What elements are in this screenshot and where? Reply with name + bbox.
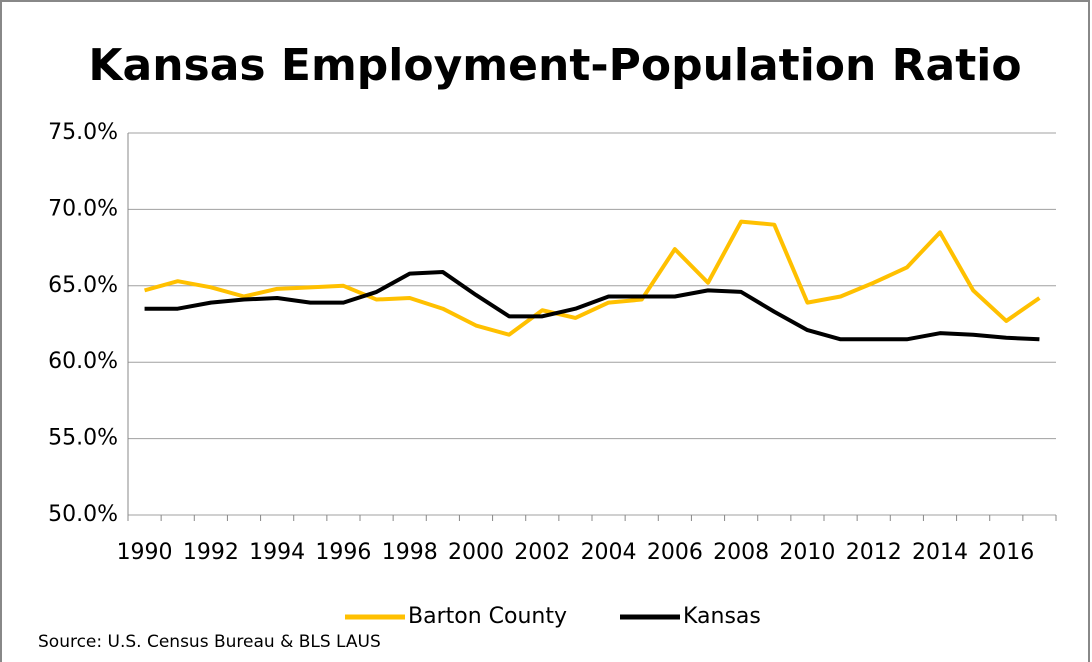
x-tick-label: 1996 <box>315 540 371 565</box>
x-tick-label: 2008 <box>713 540 769 565</box>
x-tick-label: 2000 <box>448 540 504 565</box>
x-tick-label: 1990 <box>117 540 173 565</box>
y-tick-label: 75.0% <box>48 120 118 145</box>
x-tick-label: 1992 <box>183 540 239 565</box>
y-tick-label: 55.0% <box>48 426 118 451</box>
x-tick-label: 1994 <box>249 540 305 565</box>
legend-label: Barton County <box>408 604 567 629</box>
x-tick-label: 2012 <box>846 540 902 565</box>
x-tick-label: 2014 <box>912 540 968 565</box>
x-tick-label: 1998 <box>382 540 438 565</box>
x-tick-label: 2004 <box>581 540 637 565</box>
y-tick-label: 70.0% <box>48 196 118 221</box>
y-tick-label: 50.0% <box>48 502 118 527</box>
y-tick-label: 65.0% <box>48 273 118 298</box>
x-tick-label: 2002 <box>514 540 570 565</box>
x-tick-label: 2006 <box>647 540 703 565</box>
legend-label: Kansas <box>683 604 761 629</box>
series-line <box>144 270 1040 342</box>
x-tick-label: 2016 <box>978 540 1034 565</box>
x-tick-label: 2010 <box>779 540 835 565</box>
y-tick-label: 60.0% <box>48 349 118 374</box>
source-note: Source: U.S. Census Bureau & BLS LAUS <box>38 632 381 652</box>
chart-title: Kansas Employment-Population Ratio <box>88 40 1021 91</box>
series-line <box>144 219 1041 337</box>
